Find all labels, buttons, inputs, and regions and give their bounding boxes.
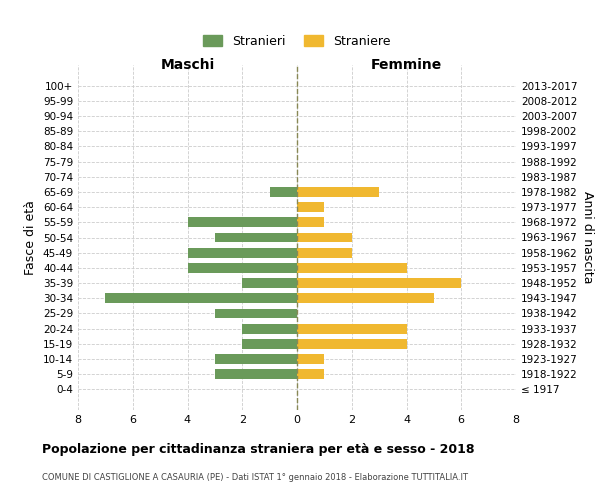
Bar: [297, 187, 379, 197]
Bar: [242, 278, 297, 288]
Text: Popolazione per cittadinanza straniera per età e sesso - 2018: Popolazione per cittadinanza straniera p…: [42, 442, 475, 456]
Bar: [215, 308, 297, 318]
Bar: [215, 232, 297, 242]
Bar: [297, 248, 352, 258]
Bar: [269, 187, 297, 197]
Text: Femmine: Femmine: [371, 58, 442, 72]
Bar: [242, 339, 297, 349]
Y-axis label: Fasce di età: Fasce di età: [25, 200, 37, 275]
Bar: [297, 232, 352, 242]
Bar: [242, 324, 297, 334]
Bar: [106, 294, 297, 303]
Y-axis label: Anni di nascita: Anni di nascita: [581, 191, 594, 284]
Bar: [297, 339, 407, 349]
Bar: [297, 294, 434, 303]
Bar: [297, 370, 325, 379]
Bar: [297, 202, 325, 212]
Bar: [187, 248, 297, 258]
Bar: [297, 354, 325, 364]
Text: Maschi: Maschi: [160, 58, 215, 72]
Bar: [297, 278, 461, 288]
Bar: [297, 263, 407, 273]
Bar: [187, 263, 297, 273]
Legend: Stranieri, Straniere: Stranieri, Straniere: [199, 30, 395, 53]
Bar: [297, 218, 325, 227]
Text: COMUNE DI CASTIGLIONE A CASAURIA (PE) - Dati ISTAT 1° gennaio 2018 - Elaborazion: COMUNE DI CASTIGLIONE A CASAURIA (PE) - …: [42, 472, 468, 482]
Bar: [215, 370, 297, 379]
Bar: [187, 218, 297, 227]
Bar: [215, 354, 297, 364]
Bar: [297, 324, 407, 334]
